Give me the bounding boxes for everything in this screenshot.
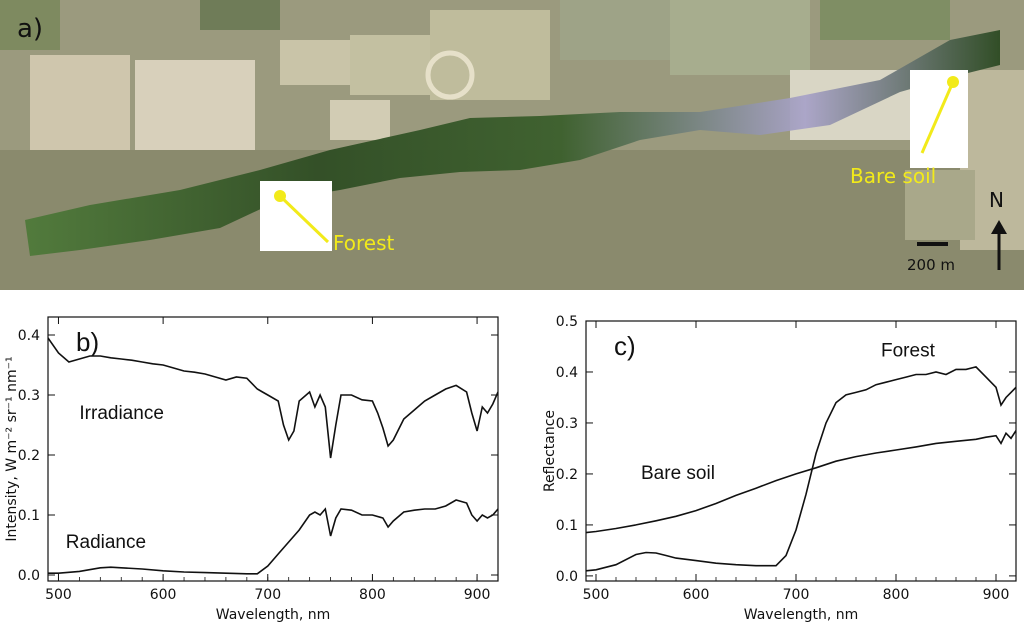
series-annotation: Forest bbox=[881, 341, 936, 362]
map-field bbox=[30, 55, 130, 150]
y-tick-label: 0.0 bbox=[18, 568, 40, 584]
x-tick-label: 700 bbox=[783, 587, 810, 603]
series-annotation: Irradiance bbox=[79, 403, 164, 424]
forest-pointer bbox=[278, 194, 330, 244]
bare-soil-pointer bbox=[920, 81, 955, 154]
y-tick-label: 0.1 bbox=[18, 508, 40, 524]
map-field bbox=[350, 35, 430, 95]
panel-a-label: a) bbox=[17, 14, 43, 44]
map-field bbox=[560, 0, 670, 60]
series-line-0 bbox=[586, 366, 1016, 572]
y-tick-label: 0.0 bbox=[556, 569, 578, 585]
forest-label: Forest bbox=[333, 231, 395, 255]
map-pivot-field bbox=[425, 50, 475, 100]
series-annotation: Bare soil bbox=[641, 463, 715, 484]
series-line-1 bbox=[586, 430, 1016, 534]
map-field bbox=[820, 0, 950, 40]
north-arrow-head bbox=[991, 220, 1007, 234]
y-tick-label: 0.1 bbox=[556, 518, 578, 534]
y-tick-label: 0.5 bbox=[556, 314, 578, 330]
y-axis-title: Reflectance bbox=[542, 410, 558, 492]
plot-frame bbox=[585, 320, 1017, 582]
map-field bbox=[200, 0, 280, 30]
y-tick-label: 0.3 bbox=[556, 416, 578, 432]
map-field bbox=[330, 100, 390, 140]
bare-soil-label: Bare soil bbox=[850, 164, 936, 188]
x-tick-label: 600 bbox=[683, 587, 710, 603]
y-tick-label: 0.4 bbox=[18, 328, 40, 344]
series-annotation: Radiance bbox=[66, 532, 146, 553]
y-axis-title: Intensity, W m⁻² sr⁻¹ nm⁻¹ bbox=[4, 356, 20, 541]
y-tick-label: 0.3 bbox=[18, 388, 40, 404]
map-field bbox=[280, 40, 350, 85]
map-field bbox=[135, 60, 255, 150]
x-tick-label: 800 bbox=[359, 587, 386, 603]
series-line-0 bbox=[48, 337, 498, 459]
reflectance-chart: 500 600 700 800 900 0.0 0.1 0.2 0.3 0.4 0.5 Wavelen… bbox=[542, 314, 1017, 623]
scale-label: 200 m bbox=[907, 256, 955, 274]
forest-inset-box bbox=[260, 181, 332, 251]
panel-label: b) bbox=[76, 327, 99, 357]
y-tick-label: 0.2 bbox=[18, 448, 40, 464]
x-tick-label: 700 bbox=[254, 587, 281, 603]
north-label: N bbox=[989, 188, 1004, 212]
x-axis-title: Wavelength, nm bbox=[216, 607, 330, 623]
plot-frame bbox=[47, 316, 499, 582]
x-tick-label: 500 bbox=[583, 587, 610, 603]
x-tick-label: 800 bbox=[883, 587, 910, 603]
map-field bbox=[905, 170, 975, 240]
map-field bbox=[670, 0, 810, 75]
y-tick-label: 0.4 bbox=[556, 365, 578, 381]
x-tick-label: 900 bbox=[983, 587, 1010, 603]
intensity-chart: 500 600 700 800 900 0.0 0.1 0.2 0.3 0.4 Wavelength… bbox=[4, 316, 499, 623]
bare-soil-inset-box bbox=[910, 70, 968, 168]
x-tick-label: 600 bbox=[150, 587, 177, 603]
x-tick-label: 900 bbox=[464, 587, 491, 603]
x-tick-label: 500 bbox=[45, 587, 72, 603]
panel-label: c) bbox=[614, 331, 636, 361]
x-axis-title: Wavelength, nm bbox=[744, 607, 858, 623]
y-tick-label: 0.2 bbox=[556, 467, 578, 483]
aerial-map: Forest Bare soil a) N 200 m bbox=[0, 0, 1024, 290]
map-field bbox=[0, 0, 60, 50]
series-line-1 bbox=[48, 499, 498, 575]
